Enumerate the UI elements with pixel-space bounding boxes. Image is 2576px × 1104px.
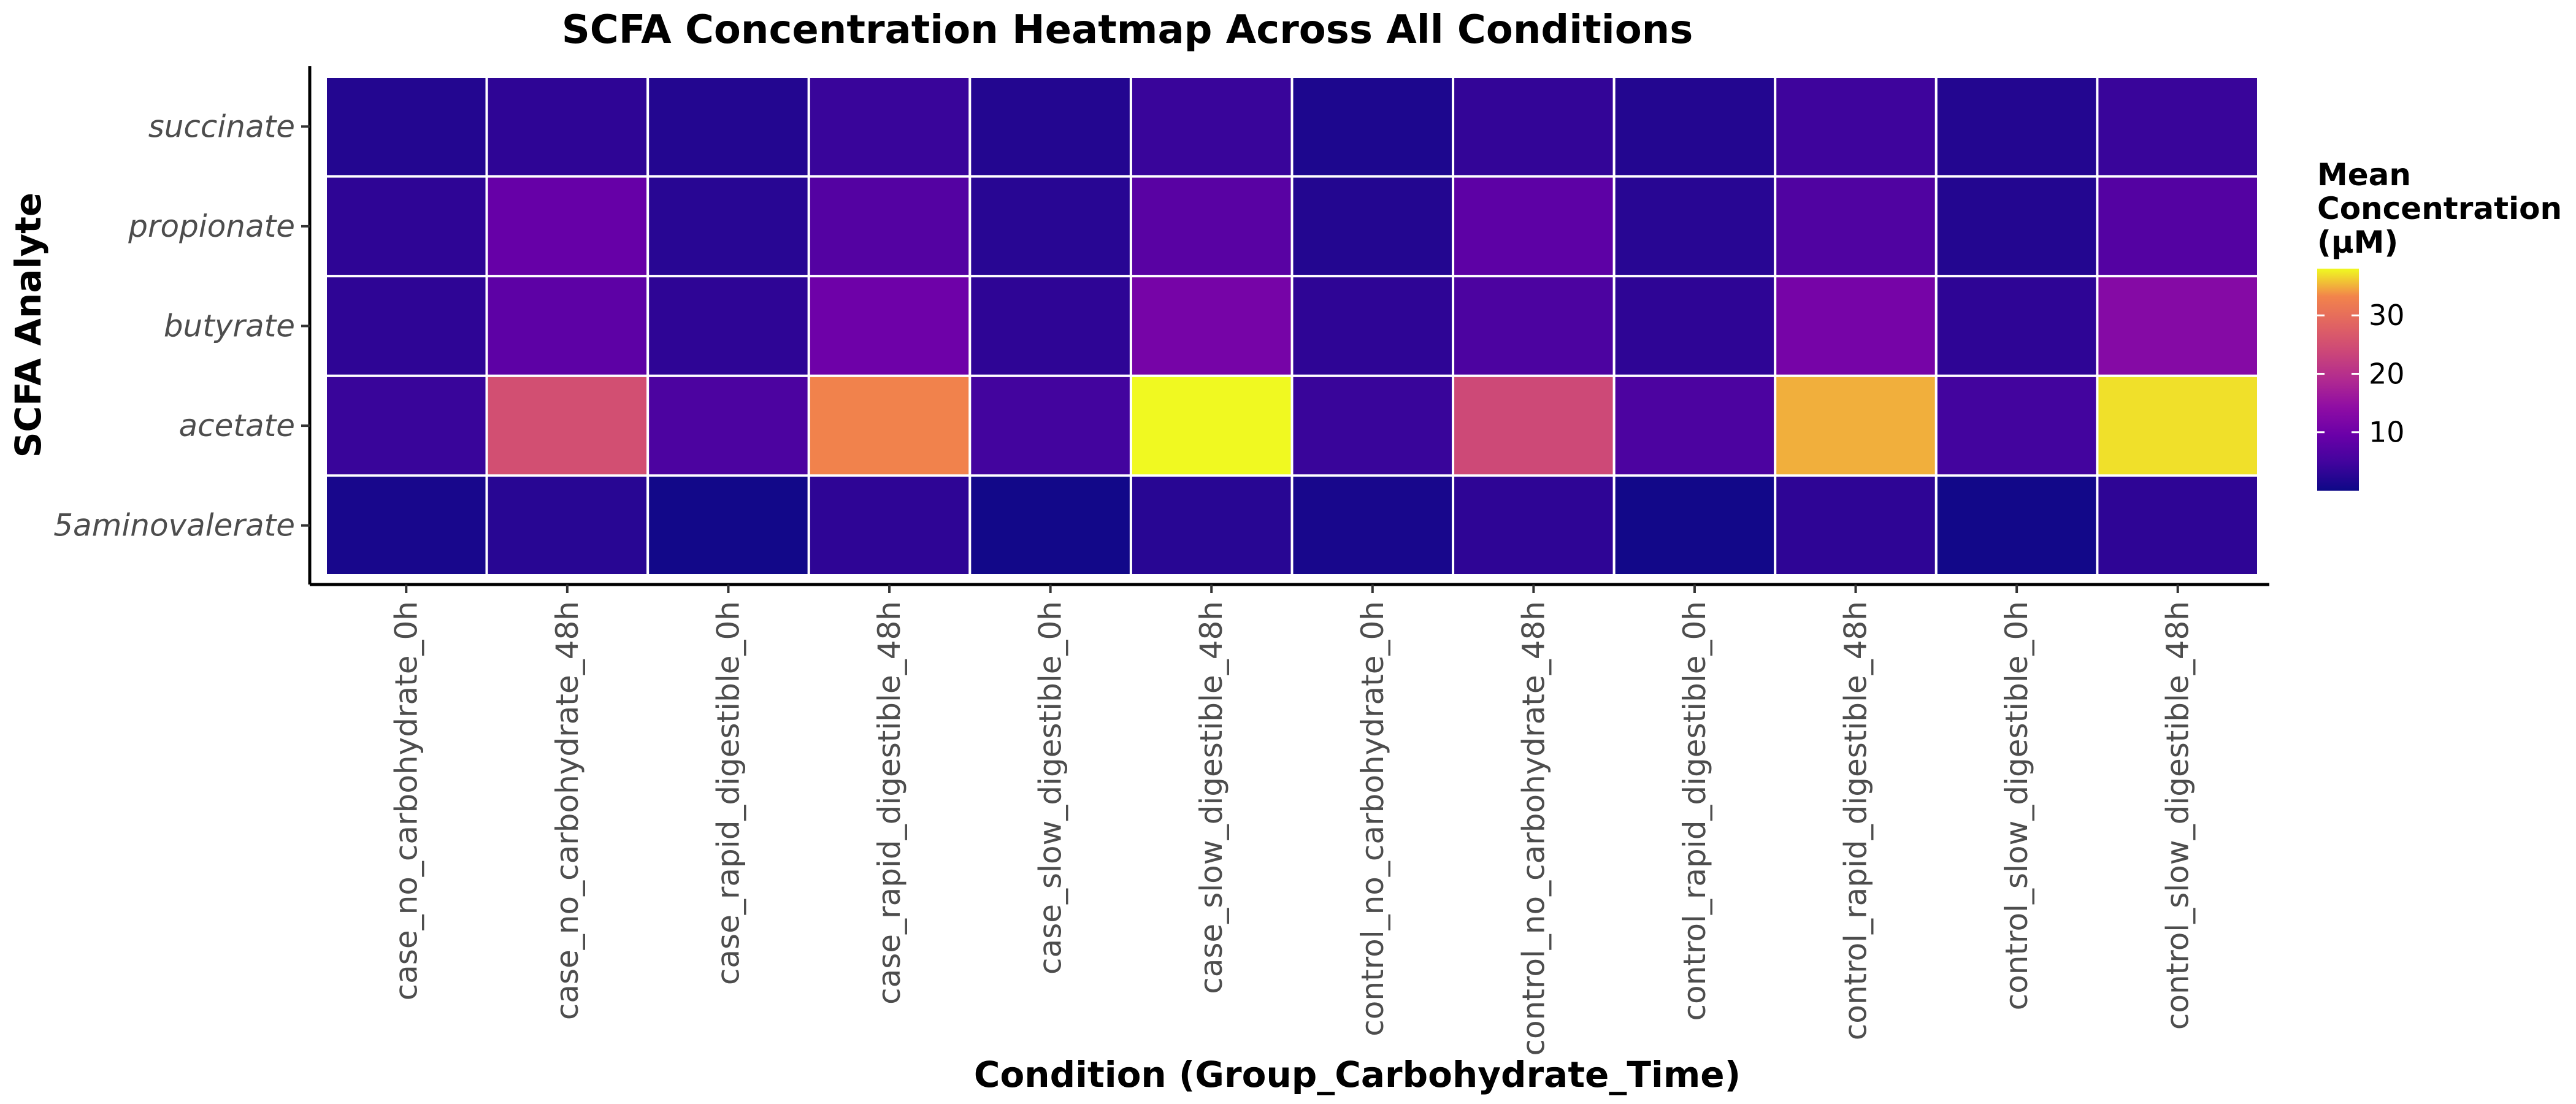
heatmap-cell-acetate-case_no_carbohydrate_0h	[324, 374, 488, 477]
colorbar	[2317, 269, 2359, 491]
heatmap-cell-succinate-control_rapid_digestible_48h	[1774, 75, 1938, 178]
heatmap-cell-acetate-case_rapid_digestible_48h	[807, 374, 972, 477]
heatmap-cell-succinate-case_rapid_digestible_0h	[646, 75, 810, 178]
heatmap-cell-acetate-case_slow_digestible_0h	[968, 374, 1132, 477]
heatmap-cell-acetate-case_slow_digestible_48h	[1129, 374, 1294, 477]
heatmap-cell-5aminovalerate-case_rapid_digestible_0h	[646, 474, 810, 577]
heatmap-cell-propionate-case_rapid_digestible_48h	[807, 175, 972, 278]
colorbar-ticks: 10 20 30	[2317, 299, 2405, 449]
heatmap-cell-acetate-control_no_carbohydrate_0h	[1290, 374, 1455, 477]
heatmap-cell-butyrate-case_rapid_digestible_48h	[807, 275, 972, 377]
legend-title-line-3: (µM)	[2317, 224, 2398, 260]
y-axis-title: SCFA Analyte	[7, 193, 49, 458]
heatmap-cell-propionate-control_rapid_digestible_48h	[1774, 175, 1938, 278]
heatmap-cell-succinate-control_slow_digestible_0h	[1934, 75, 2099, 178]
legend-title-line-2: Concentration	[2317, 191, 2562, 226]
chart-title: SCFA Concentration Heatmap Across All Co…	[562, 7, 1693, 53]
heatmap-cell-5aminovalerate-control_rapid_digestible_0h	[1612, 474, 1777, 577]
heatmap-cell-propionate-case_slow_digestible_48h	[1129, 175, 1294, 278]
y-tick-labels: succinate propionate butyrate acetate 5amino…	[53, 109, 310, 543]
heatmap-cell-propionate-control_no_carbohydrate_0h	[1290, 175, 1455, 278]
colorbar-tick-label: 30	[2369, 299, 2405, 332]
heatmap-cell-propionate-case_slow_digestible_0h	[968, 175, 1132, 278]
y-tick-label: butyrate	[164, 309, 295, 344]
heatmap-cell-5aminovalerate-control_rapid_digestible_48h	[1774, 474, 1938, 577]
colorbar-tick-label: 10	[2369, 416, 2405, 449]
heatmap-cell-succinate-case_slow_digestible_0h	[968, 75, 1132, 178]
heatmap-cell-succinate-case_no_carbohydrate_48h	[485, 75, 650, 178]
heatmap-cell-5aminovalerate-control_no_carbohydrate_48h	[1452, 474, 1616, 577]
heatmap-cell-5aminovalerate-case_no_carbohydrate_48h	[485, 474, 650, 577]
heatmap-cell-propionate-case_no_carbohydrate_0h	[324, 175, 488, 278]
heatmap-cell-acetate-control_slow_digestible_48h	[2096, 374, 2260, 477]
x-tick-label: case_slow_digestible_48h	[1194, 601, 1229, 994]
x-tick-label: case_rapid_digestible_0h	[710, 601, 746, 985]
heatmap-cell-acetate-control_no_carbohydrate_48h	[1452, 374, 1616, 477]
heatmap-cell-acetate-control_rapid_digestible_0h	[1612, 374, 1777, 477]
y-tick-label: 5aminovalerate	[53, 508, 295, 543]
heatmap-cell-succinate-control_rapid_digestible_0h	[1612, 75, 1777, 178]
heatmap-cell-acetate-case_rapid_digestible_0h	[646, 374, 810, 477]
x-tick-label: control_no_carbohydrate_0h	[1355, 601, 1390, 1037]
heatmap-cell-propionate-control_slow_digestible_48h	[2096, 175, 2260, 278]
heatmap-cell-5aminovalerate-case_slow_digestible_48h	[1129, 474, 1294, 577]
heatmap-cell-butyrate-control_slow_digestible_0h	[1934, 275, 2099, 377]
x-tick-label: control_slow_digestible_0h	[1999, 601, 2034, 1010]
heatmap-cell-propionate-control_rapid_digestible_0h	[1612, 175, 1777, 278]
heatmap-cell-5aminovalerate-case_no_carbohydrate_0h	[324, 474, 488, 577]
heatmap-cell-propionate-case_no_carbohydrate_48h	[485, 175, 650, 278]
colorbar-legend: Mean Concentration (µM) 10 20 30	[2317, 157, 2562, 491]
x-tick-label: control_slow_digestible_48h	[2160, 601, 2196, 1030]
heatmap-cell-5aminovalerate-control_slow_digestible_48h	[2096, 474, 2260, 577]
heatmap-cell-propionate-control_slow_digestible_0h	[1934, 175, 2099, 278]
heatmap-cell-butyrate-case_slow_digestible_0h	[968, 275, 1132, 377]
y-tick-label: acetate	[178, 408, 295, 443]
heatmap-cell-succinate-case_rapid_digestible_48h	[807, 75, 972, 178]
heatmap-cell-5aminovalerate-case_slow_digestible_0h	[968, 474, 1132, 577]
x-tick-label: control_no_carbohydrate_48h	[1516, 601, 1551, 1056]
heatmap-cell-acetate-case_no_carbohydrate_48h	[485, 374, 650, 477]
y-tick-label: propionate	[128, 209, 295, 244]
heatmap-cell-butyrate-control_no_carbohydrate_48h	[1452, 275, 1616, 377]
x-tick-label: case_no_carbohydrate_0h	[388, 601, 424, 1000]
y-tick-label: succinate	[148, 109, 295, 144]
heatmap-cell-propionate-control_no_carbohydrate_48h	[1452, 175, 1616, 278]
x-tick-label: case_rapid_digestible_48h	[872, 601, 907, 1005]
heatmap-cell-succinate-control_slow_digestible_48h	[2096, 75, 2260, 178]
heatmap-cell-succinate-case_no_carbohydrate_0h	[324, 75, 488, 178]
heatmap-cell-5aminovalerate-control_no_carbohydrate_0h	[1290, 474, 1455, 577]
heatmap-cell-5aminovalerate-case_rapid_digestible_48h	[807, 474, 972, 577]
heatmap-cell-succinate-control_no_carbohydrate_0h	[1290, 75, 1455, 178]
x-axis-title: Condition (Group_Carbohydrate_Time)	[974, 1054, 1741, 1095]
legend-title-line-1: Mean	[2317, 157, 2411, 193]
heatmap-cell-butyrate-case_slow_digestible_48h	[1129, 275, 1294, 377]
x-tick-label: case_no_carbohydrate_48h	[550, 601, 585, 1020]
heatmap-cell-5aminovalerate-control_slow_digestible_0h	[1934, 474, 2099, 577]
colorbar-tick-label: 20	[2369, 357, 2405, 390]
x-tick-label: control_rapid_digestible_48h	[1838, 601, 1874, 1040]
heatmap-cell-succinate-case_slow_digestible_48h	[1129, 75, 1294, 178]
heatmap-cell-acetate-control_slow_digestible_0h	[1934, 374, 2099, 477]
heatmap-cell-butyrate-control_rapid_digestible_0h	[1612, 275, 1777, 377]
heatmap-cell-butyrate-case_no_carbohydrate_48h	[485, 275, 650, 377]
heatmap-cell-acetate-control_rapid_digestible_48h	[1774, 374, 1938, 477]
x-tick-label: case_slow_digestible_0h	[1033, 601, 1068, 975]
heatmap-cells	[324, 75, 2260, 577]
heatmap-cell-butyrate-case_no_carbohydrate_0h	[324, 275, 488, 377]
x-tick-label: control_rapid_digestible_0h	[1677, 601, 1712, 1021]
heatmap-cell-succinate-control_no_carbohydrate_48h	[1452, 75, 1616, 178]
heatmap-cell-butyrate-control_slow_digestible_48h	[2096, 275, 2260, 377]
x-tick-labels: case_no_carbohydrate_0h case_no_carbohydr…	[388, 585, 2196, 1056]
heatmap-cell-butyrate-control_rapid_digestible_48h	[1774, 275, 1938, 377]
heatmap-cell-butyrate-case_rapid_digestible_0h	[646, 275, 810, 377]
heatmap-cell-propionate-case_rapid_digestible_0h	[646, 175, 810, 278]
heatmap-cell-butyrate-control_no_carbohydrate_0h	[1290, 275, 1455, 377]
